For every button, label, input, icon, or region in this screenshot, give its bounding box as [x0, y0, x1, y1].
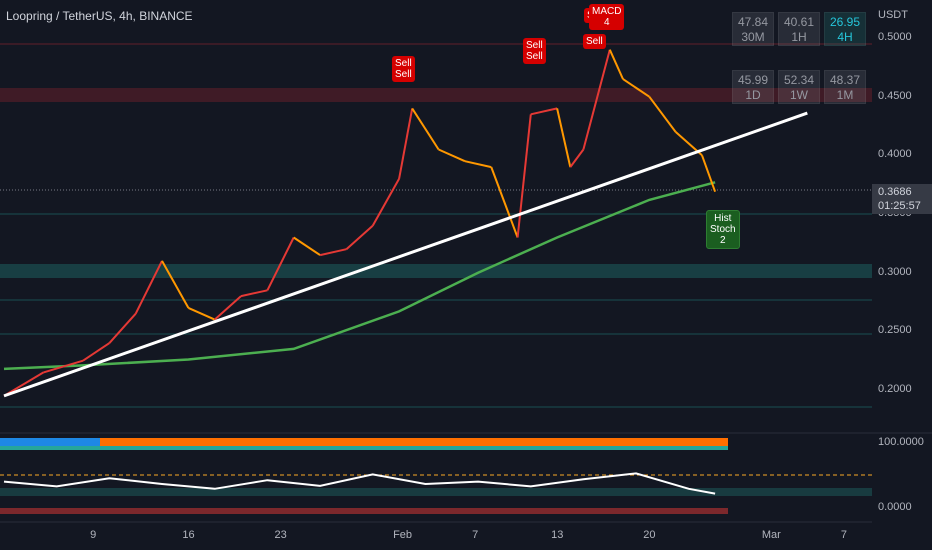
price-segment: [266, 237, 295, 291]
last-price-tag: 0.3686 01:25:57: [872, 184, 932, 214]
time-tick-label: Mar: [761, 529, 781, 541]
rsi-timeframe: 1H: [791, 30, 807, 44]
price-segment: [43, 359, 84, 374]
price-segment: [319, 248, 347, 257]
price-segment: [648, 96, 677, 133]
rsi-value: 45.99: [737, 73, 769, 87]
osc-heat-strip: [100, 438, 728, 446]
sell-signal: Sell: [583, 34, 606, 49]
osc-tick-label: 0.0000: [878, 501, 912, 513]
price-segment: [82, 342, 110, 362]
price-segment: [701, 154, 717, 193]
rsi-timeframe: 4H: [837, 30, 853, 44]
price-tick-label: 0.4500: [878, 89, 912, 102]
buy-signal: Hist Stoch 2: [706, 210, 740, 249]
currency-label: USDT: [878, 9, 908, 21]
rsi-timeframe: 1W: [790, 88, 808, 102]
price-tick-label: 0.2000: [878, 383, 912, 395]
price-segment: [622, 78, 650, 98]
price-segment: [398, 108, 414, 179]
price-tick-label: 0.4000: [878, 148, 912, 161]
price-segment: [293, 236, 321, 256]
last-price: 0.3686: [878, 186, 912, 198]
rsi-cell: 48.37 1M: [824, 70, 866, 104]
rsi-timeframe: 30M: [741, 30, 765, 44]
osc-band: [0, 488, 872, 496]
rsi-value: 48.37: [829, 73, 861, 87]
rsi-cell: 40.61 1H: [778, 12, 820, 46]
rsi-cell: 45.99 1D: [732, 70, 774, 104]
price-segment: [490, 166, 519, 238]
sell-signal: MACD 4: [589, 4, 625, 30]
rsi-cell: 47.84 30M: [732, 12, 774, 46]
rsi-cell: 52.34 1W: [778, 70, 820, 104]
support-zone: [0, 264, 872, 278]
rsi-value: 26.95: [829, 15, 861, 29]
rsi-cell: 26.95 4H: [824, 12, 866, 46]
oscillator-line: [3, 472, 716, 495]
time-tick-label: Feb: [393, 529, 413, 541]
price-segment: [134, 260, 163, 315]
osc-tick-label: 100.0000: [878, 436, 924, 448]
price-segment: [187, 306, 216, 321]
time-tick-label: 20: [643, 529, 656, 541]
sell-signal: Sell Sell: [523, 38, 546, 64]
price-series-layer: [3, 49, 717, 397]
rsi-timeframe: 1M: [836, 88, 854, 102]
osc-band: [0, 508, 728, 514]
oscillator-layer: [3, 472, 716, 495]
price-segment: [569, 148, 585, 168]
rsi-value: 52.34: [783, 73, 815, 87]
sell-signal: Sell Sell: [392, 56, 415, 82]
price-tick-label: 0.2500: [878, 324, 912, 337]
time-tick-label: 13: [551, 529, 564, 541]
symbol-title[interactable]: Loopring / TetherUS, 4h, BINANCE: [6, 9, 193, 23]
time-tick-label: 16: [182, 529, 195, 541]
price-tick-label: 0.5000: [878, 31, 912, 43]
price-segment: [161, 260, 190, 309]
price-segment: [108, 313, 137, 344]
price-segment: [438, 148, 466, 163]
price-segment: [411, 107, 440, 151]
price-segment: [608, 49, 624, 80]
moving-average-line: [3, 181, 716, 371]
bar-countdown: 01:25:57: [878, 200, 921, 212]
time-tick-label: 23: [274, 529, 287, 541]
moving-average-layer: [3, 181, 716, 371]
price-segment: [516, 114, 532, 238]
price-segment: [345, 224, 374, 250]
rsi-value: 40.61: [783, 15, 815, 29]
price-segment: [464, 160, 492, 169]
osc-heat-strip: [0, 446, 728, 450]
time-tick-label: 7: [472, 529, 479, 541]
rsi-value: 47.84: [737, 15, 769, 29]
price-segment: [371, 178, 400, 227]
price-segment: [214, 295, 242, 321]
price-segment: [240, 289, 268, 298]
price-segment: [530, 107, 558, 116]
price-segment: [582, 49, 611, 150]
price-tick-label: 0.3000: [878, 265, 912, 278]
resistance-zone: [0, 88, 872, 102]
time-tick-label: 9: [90, 529, 97, 541]
rsi-timeframe: 1D: [745, 88, 761, 102]
trendline[interactable]: [3, 111, 808, 398]
price-segment: [556, 108, 572, 168]
time-tick-label: 7: [840, 529, 847, 541]
